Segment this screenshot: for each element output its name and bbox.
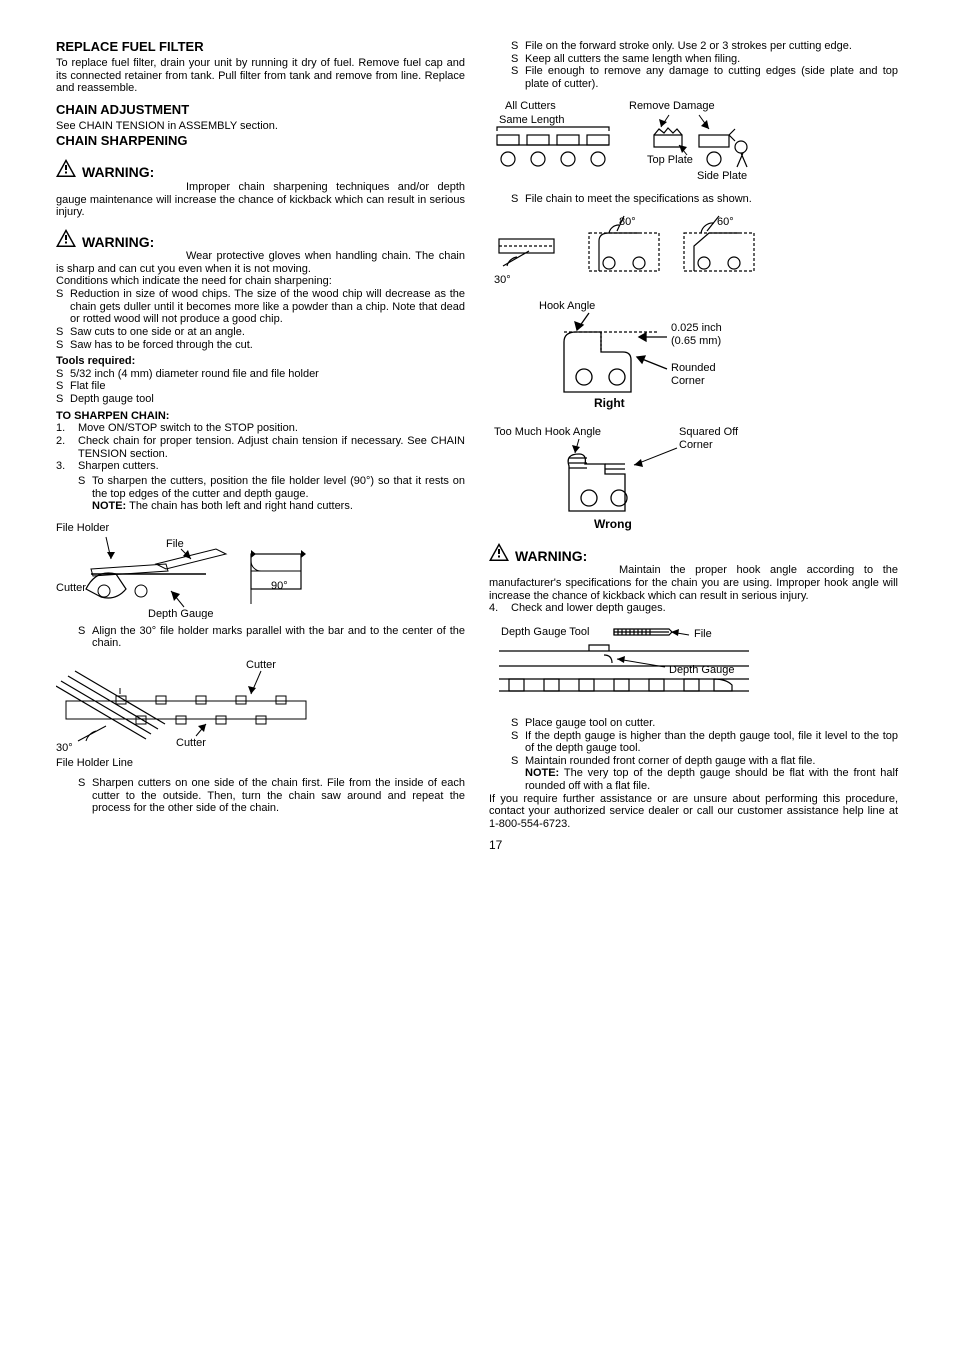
lbl-30: 30° [56, 742, 73, 754]
figure-30-align: Cutter Cutter 30° File Holder Line [56, 656, 465, 771]
warning-icon [56, 229, 76, 247]
note-text: The chain has both left and right hand c… [129, 500, 353, 512]
b-item: If the depth gauge is higher than the de… [511, 730, 898, 755]
cond-item: Reduction in size of wood chips. The siz… [56, 288, 465, 326]
tool-item: Flat file [56, 380, 465, 393]
warning-icon [489, 543, 509, 561]
heading-chain-sharpening: CHAIN SHARPENING [56, 134, 465, 149]
note-label: NOTE: [92, 500, 126, 512]
warning-2-body-a: Wear protective gloves when handling cha… [56, 250, 465, 275]
lbl-dim: 0.025 inch [671, 322, 722, 334]
para-fuel-filter: To replace fuel filter, drain your unit … [56, 57, 465, 95]
r-item-4: File chain to meet the specifications as… [511, 193, 898, 206]
lbl-round: Rounded [671, 362, 716, 374]
warning-label-1: WARNING: [82, 164, 154, 180]
warning-label-2: WARNING: [82, 234, 154, 250]
r-item: Keep all cutters the same length when fi… [511, 53, 898, 66]
page-number: 17 [489, 839, 898, 853]
warning-label-3: WARNING: [515, 548, 587, 564]
figure-right: Hook Angle 0.025 inch (0.65 mm) Rounded … [489, 297, 898, 417]
sharpen-heading: TO SHARPEN CHAIN: [56, 410, 465, 423]
warning-3-text: Maintain the proper hook angle according… [489, 564, 898, 602]
lbl-topplate: Top Plate [647, 154, 693, 166]
lbl-file2: File [694, 628, 712, 640]
step-3-text: Sharpen cutters. [78, 460, 159, 472]
b-item: Place gauge tool on cutter. [511, 717, 898, 730]
tool-item: Depth gauge tool [56, 393, 465, 406]
lbl-right: Right [594, 396, 625, 410]
heading-chain-adjustment: CHAIN ADJUSTMENT [56, 103, 465, 118]
lbl-dgt: Depth Gauge Tool [501, 626, 589, 638]
lbl-sq: Squared Off [679, 426, 739, 438]
lbl-cutter-bot: Cutter [176, 737, 206, 749]
lbl-dim2: (0.65 mm) [671, 335, 721, 347]
b3-text: Maintain rounded front corner of depth g… [525, 755, 815, 767]
closing: If you require further assistance or are… [489, 793, 898, 831]
lbl-remdmg: Remove Damage [629, 100, 715, 112]
lbl-sideplate: Side Plate [697, 170, 747, 182]
lbl-cutter: Cutter [56, 582, 86, 594]
lbl-depth-gauge: Depth Gauge [148, 608, 213, 619]
step-4: Check and lower depth gauges. [489, 602, 898, 615]
warn2a: Wear protective gloves when handling cha… [56, 250, 465, 275]
lbl-60: 60° [717, 216, 734, 228]
lbl-wrong: Wrong [594, 517, 632, 531]
note-label-2: NOTE: [525, 767, 559, 779]
lbl-toomuch: Too Much Hook Angle [494, 426, 601, 438]
lbl-cutter-top: Cutter [246, 659, 276, 671]
heading-replace-fuel-filter: REPLACE FUEL FILTER [56, 40, 465, 55]
lbl-fh-line: File Holder Line [56, 757, 133, 769]
step-3b: Align the 30° file holder marks parallel… [78, 625, 465, 650]
lbl-file-holder: File Holder [56, 522, 110, 534]
note-text-2: The very top of the depth gauge should b… [525, 767, 898, 792]
warning-icon [56, 159, 76, 177]
para-chain-adjust: See CHAIN TENSION in ASSEMBLY section. [56, 120, 465, 133]
r-item: File on the forward stroke only. Use 2 o… [511, 40, 898, 53]
r-item: File enough to remove any damage to cutt… [511, 65, 898, 90]
lbl-allcut: All Cutters [505, 100, 556, 112]
cond-item: Saw has to be forced through the cut. [56, 339, 465, 352]
lbl-hook: Hook Angle [539, 300, 595, 312]
lbl-corner: Corner [671, 375, 705, 387]
step-3: Sharpen cutters. To sharpen the cutters,… [56, 460, 465, 513]
tools-heading: Tools required: [56, 355, 465, 368]
step-3c: Sharpen cutters on one side of the chain… [78, 777, 465, 815]
warning-1-body: Improper chain sharpening techniques and… [56, 181, 465, 218]
step-2: Check chain for proper tension. Adjust c… [56, 435, 465, 460]
b-item: Maintain rounded front corner of depth g… [511, 755, 898, 793]
lbl-sqc: Corner [679, 439, 713, 451]
cond-item: Saw cuts to one side or at an angle. [56, 326, 465, 339]
lbl-file: File [166, 538, 184, 550]
step-3a: To sharpen the cutters, position the fil… [78, 475, 465, 513]
figure-wrong: Too Much Hook Angle Squared Off Corner W… [489, 423, 898, 533]
figure-all-cutters: All Cutters Same Length Remove Damage To… [489, 97, 898, 187]
lbl-90: 90° [271, 580, 288, 592]
warning-text-1: Improper chain sharpening techniques and… [56, 181, 465, 219]
warn3-body: Maintain the proper hook angle according… [489, 564, 898, 601]
lbl-samelen: Same Length [499, 114, 564, 126]
figure-file-holder: File Holder File Cutter 90° Depth Gauge [56, 519, 465, 619]
figure-depth-gauge-tool: Depth Gauge Tool File Depth Gauge [489, 621, 898, 711]
warning-2-body-b: Conditions which indicate the need for c… [56, 275, 465, 288]
lbl-30b: 30° [494, 274, 511, 286]
step-1: Move ON/STOP switch to the STOP position… [56, 422, 465, 435]
tool-item: 5/32 inch (4 mm) diameter round file and… [56, 368, 465, 381]
figure-angles: 80° 60° 30° [489, 211, 898, 291]
step3a-text: To sharpen the cutters, position the fil… [92, 475, 465, 500]
